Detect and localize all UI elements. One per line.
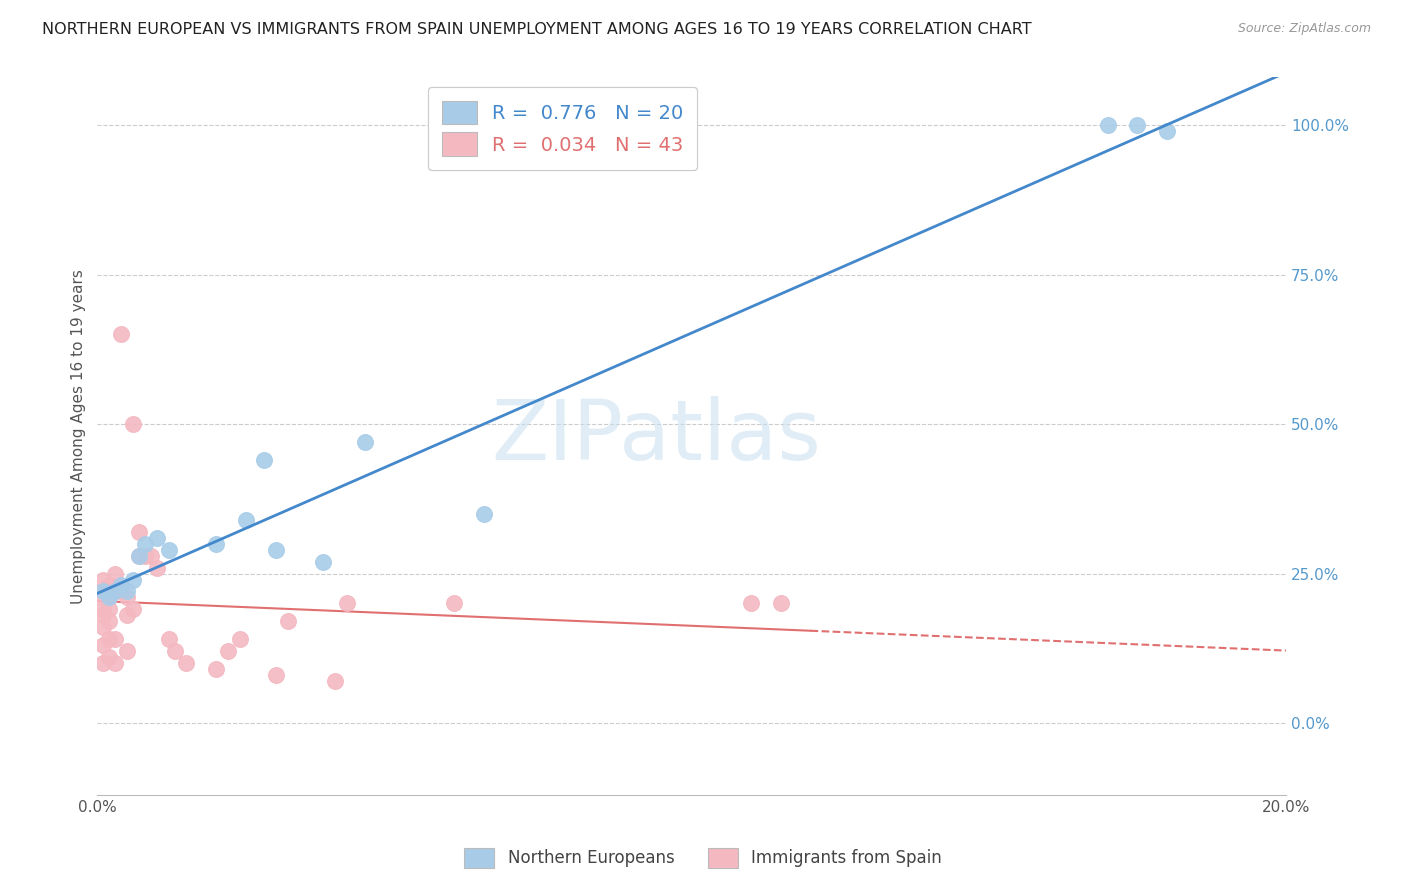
Point <box>91 573 114 587</box>
Point <box>139 549 162 563</box>
Point <box>104 656 127 670</box>
Point <box>312 555 335 569</box>
Y-axis label: Unemployment Among Ages 16 to 19 years: Unemployment Among Ages 16 to 19 years <box>72 268 86 604</box>
Point <box>91 656 114 670</box>
Point <box>115 584 138 599</box>
Point <box>122 573 145 587</box>
Point <box>353 435 375 450</box>
Point <box>740 596 762 610</box>
Point <box>115 644 138 658</box>
Point <box>235 513 257 527</box>
Point <box>205 662 228 676</box>
Point <box>98 591 121 605</box>
Point <box>91 638 114 652</box>
Point <box>1097 118 1119 132</box>
Point <box>98 578 121 592</box>
Point <box>146 560 169 574</box>
Point <box>323 674 346 689</box>
Point <box>128 549 150 563</box>
Point <box>98 591 121 605</box>
Point <box>115 591 138 605</box>
Point <box>264 668 287 682</box>
Point <box>176 656 198 670</box>
Point <box>217 644 239 658</box>
Point <box>98 602 121 616</box>
Text: ZIPatlas: ZIPatlas <box>491 395 821 476</box>
Point <box>110 584 132 599</box>
Point <box>110 327 132 342</box>
Point <box>104 584 127 599</box>
Point <box>91 620 114 634</box>
Point <box>253 453 276 467</box>
Point <box>229 632 252 647</box>
Point <box>134 536 156 550</box>
Point <box>134 549 156 563</box>
Point <box>336 596 359 610</box>
Point <box>91 591 114 605</box>
Point <box>443 596 465 610</box>
Point <box>104 584 127 599</box>
Point <box>91 602 114 616</box>
Point <box>91 608 114 623</box>
Point <box>91 584 114 599</box>
Point <box>98 632 121 647</box>
Text: Source: ZipAtlas.com: Source: ZipAtlas.com <box>1237 22 1371 36</box>
Point <box>163 644 186 658</box>
Point <box>157 542 180 557</box>
Point <box>104 566 127 581</box>
Legend: Northern Europeans, Immigrants from Spain: Northern Europeans, Immigrants from Spai… <box>457 841 949 875</box>
Point <box>264 542 287 557</box>
Point <box>205 536 228 550</box>
Point <box>115 608 138 623</box>
Point <box>1126 118 1149 132</box>
Point <box>98 615 121 629</box>
Point <box>128 524 150 539</box>
Point <box>277 615 299 629</box>
Point <box>122 417 145 431</box>
Point <box>128 549 150 563</box>
Point <box>472 507 495 521</box>
Point <box>91 584 114 599</box>
Legend: R =  0.776   N = 20, R =  0.034   N = 43: R = 0.776 N = 20, R = 0.034 N = 43 <box>427 87 697 169</box>
Point <box>110 578 132 592</box>
Text: NORTHERN EUROPEAN VS IMMIGRANTS FROM SPAIN UNEMPLOYMENT AMONG AGES 16 TO 19 YEAR: NORTHERN EUROPEAN VS IMMIGRANTS FROM SPA… <box>42 22 1032 37</box>
Point <box>1156 124 1178 138</box>
Point <box>122 602 145 616</box>
Point <box>104 632 127 647</box>
Point <box>146 531 169 545</box>
Point <box>157 632 180 647</box>
Point <box>769 596 792 610</box>
Point <box>98 650 121 665</box>
